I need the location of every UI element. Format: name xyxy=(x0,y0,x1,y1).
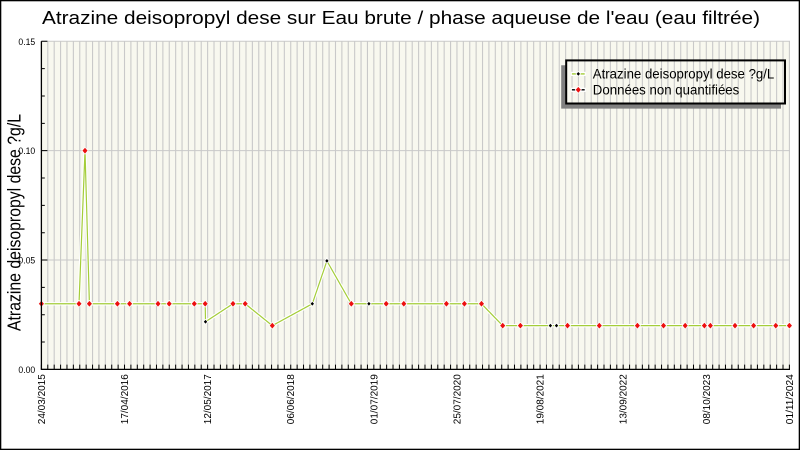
svg-text:0.15: 0.15 xyxy=(18,37,35,47)
svg-text:0.05: 0.05 xyxy=(18,256,35,266)
svg-text:0.10: 0.10 xyxy=(18,146,35,156)
svg-text:17/04/2016: 17/04/2016 xyxy=(120,374,131,424)
svg-text:Atrazine deisopropyl dese sur: Atrazine deisopropyl dese sur Eau brute … xyxy=(42,8,760,28)
svg-text:Données non quantifiées: Données non quantifiées xyxy=(593,82,740,97)
svg-text:13/09/2022: 13/09/2022 xyxy=(619,374,630,424)
svg-text:19/08/2021: 19/08/2021 xyxy=(536,374,547,424)
svg-text:25/07/2020: 25/07/2020 xyxy=(452,374,463,424)
svg-text:24/03/2015: 24/03/2015 xyxy=(37,374,48,424)
svg-text:Atrazine deisopropyl dese ?g/L: Atrazine deisopropyl dese ?g/L xyxy=(4,114,25,331)
svg-text:0.00: 0.00 xyxy=(18,365,35,375)
svg-text:06/06/2018: 06/06/2018 xyxy=(286,374,297,424)
svg-text:01/07/2019: 01/07/2019 xyxy=(369,374,380,424)
svg-text:Atrazine deisopropyl dese ?g/L: Atrazine deisopropyl dese ?g/L xyxy=(593,66,775,81)
svg-text:08/10/2023: 08/10/2023 xyxy=(702,374,713,424)
svg-text:12/05/2017: 12/05/2017 xyxy=(203,374,214,424)
svg-text:01/11/2024: 01/11/2024 xyxy=(785,374,796,424)
